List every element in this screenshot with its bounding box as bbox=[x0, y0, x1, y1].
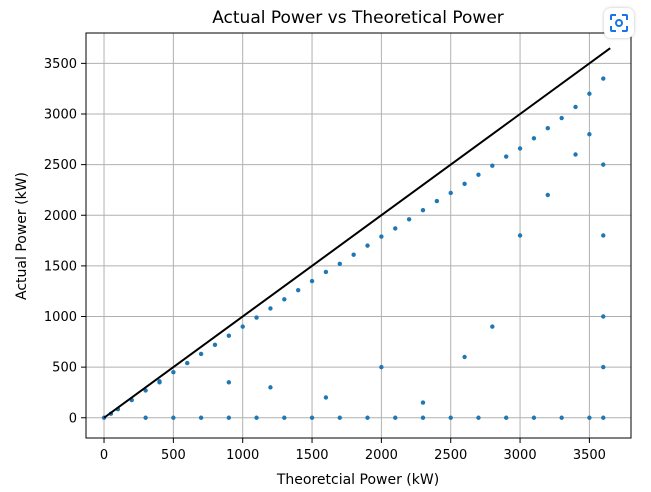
data-point bbox=[601, 314, 606, 319]
data-point bbox=[309, 415, 315, 420]
data-point bbox=[379, 364, 384, 370]
data-point bbox=[503, 154, 509, 159]
data-point bbox=[420, 400, 426, 405]
y-axis-ticks: 0 500 1000 1500 2000 2500 3000 3500 bbox=[44, 57, 86, 426]
chart-title: Actual Power vs Theoretical Power bbox=[212, 8, 504, 28]
data-point bbox=[462, 181, 467, 187]
image-search-icon bbox=[610, 14, 628, 32]
x-axis-ticks: 0 500 1000 1500 2000 2500 3000 3500 bbox=[100, 438, 606, 463]
plot-frame bbox=[85, 32, 632, 439]
data-point bbox=[226, 333, 232, 338]
data-point bbox=[573, 104, 578, 110]
data-point bbox=[476, 415, 481, 420]
data-point bbox=[240, 324, 245, 329]
data-point bbox=[601, 233, 606, 238]
data-point bbox=[531, 415, 537, 420]
reference-line bbox=[103, 47, 611, 419]
data-point bbox=[448, 415, 453, 420]
y-tick-label: 3000 bbox=[44, 108, 77, 123]
data-point bbox=[185, 360, 190, 366]
data-point bbox=[406, 217, 412, 222]
y-tick-label: 2000 bbox=[44, 209, 77, 224]
data-point bbox=[531, 136, 537, 141]
data-point bbox=[309, 278, 315, 284]
y-tick-label: 0 bbox=[69, 411, 77, 426]
data-point bbox=[545, 125, 550, 131]
x-tick-label: 2000 bbox=[365, 448, 398, 463]
data-point bbox=[323, 395, 329, 400]
data-point bbox=[393, 226, 398, 231]
data-point bbox=[476, 172, 481, 177]
x-tick-label: 3500 bbox=[573, 448, 606, 463]
y-tick-label: 2500 bbox=[44, 158, 77, 173]
data-point bbox=[268, 385, 273, 390]
data-point bbox=[254, 415, 259, 420]
data-point bbox=[351, 252, 356, 257]
data-point bbox=[448, 190, 453, 196]
data-point bbox=[295, 287, 301, 293]
data-point bbox=[420, 207, 426, 213]
data-point bbox=[587, 132, 592, 137]
data-point bbox=[462, 354, 467, 360]
data-point bbox=[420, 415, 426, 420]
x-tick-label: 500 bbox=[161, 448, 186, 463]
data-point bbox=[559, 115, 564, 121]
data-point bbox=[559, 415, 564, 420]
data-point bbox=[379, 234, 384, 239]
x-tick-label: 1000 bbox=[226, 448, 259, 463]
data-point bbox=[434, 198, 440, 204]
y-tick-label: 1500 bbox=[44, 259, 77, 274]
data-point bbox=[365, 415, 370, 420]
data-point bbox=[587, 415, 592, 420]
x-tick-label: 2500 bbox=[434, 448, 467, 463]
y-tick-label: 500 bbox=[52, 361, 77, 376]
data-point bbox=[517, 233, 523, 238]
data-point bbox=[268, 306, 273, 311]
x-tick-label: 1500 bbox=[295, 448, 328, 463]
data-point bbox=[601, 415, 606, 420]
data-point bbox=[601, 76, 606, 81]
data-point bbox=[517, 146, 523, 151]
y-axis-label: Actual Power (kW) bbox=[14, 172, 30, 300]
data-point bbox=[282, 297, 287, 302]
data-point bbox=[601, 162, 606, 167]
data-point bbox=[226, 380, 232, 385]
data-point bbox=[365, 243, 370, 248]
data-point bbox=[337, 415, 342, 420]
data-point bbox=[490, 163, 495, 168]
x-tick-label: 0 bbox=[100, 448, 108, 463]
y-tick-label: 1000 bbox=[44, 310, 77, 325]
data-point bbox=[157, 380, 162, 385]
data-point bbox=[198, 351, 204, 357]
data-point bbox=[573, 152, 578, 157]
data-point bbox=[282, 415, 287, 420]
data-point bbox=[171, 415, 176, 420]
data-point bbox=[198, 415, 204, 420]
data-point bbox=[393, 415, 398, 420]
x-axis-label: Theoretcial Power (kW) bbox=[276, 472, 439, 488]
data-point bbox=[254, 315, 259, 320]
y-tick-label: 3500 bbox=[44, 57, 77, 72]
data-point bbox=[601, 364, 606, 370]
data-point bbox=[337, 261, 342, 267]
data-point bbox=[503, 415, 509, 420]
data-point bbox=[212, 342, 218, 348]
image-search-button[interactable] bbox=[604, 8, 634, 38]
data-point bbox=[587, 91, 592, 96]
x-tick-label: 3000 bbox=[504, 448, 537, 463]
data-point bbox=[490, 324, 495, 329]
data-point bbox=[323, 269, 329, 275]
data-point bbox=[171, 369, 176, 375]
data-point bbox=[143, 415, 148, 420]
data-point bbox=[226, 415, 232, 420]
data-point bbox=[545, 192, 550, 198]
grid bbox=[86, 33, 631, 438]
